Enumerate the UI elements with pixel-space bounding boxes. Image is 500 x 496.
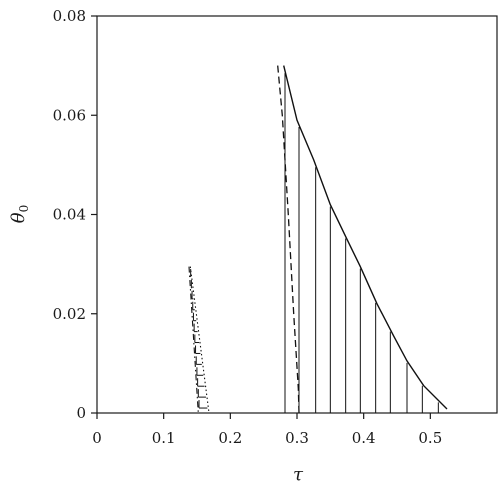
y-axis-label-main: θ — [8, 212, 29, 223]
x-tick-label: 0.2 — [218, 429, 242, 447]
y-tick-label: 0.08 — [53, 7, 86, 25]
x-tick-label: 0 — [92, 429, 102, 447]
y-tick-label: 0.02 — [53, 305, 86, 323]
series-line-dash-dot — [188, 266, 199, 414]
axes: 0 0.1 0.2 0.3 0.4 0.5 0 0.02 0.04 0.06 0.08 — [53, 7, 443, 447]
x-tick-label: 0.3 — [285, 429, 309, 447]
plot-frame — [96, 15, 498, 414]
series-line-solid — [283, 65, 448, 410]
x-tick-label: 0.5 — [418, 429, 442, 447]
series-layer — [188, 65, 448, 414]
plot-area — [96, 15, 498, 414]
y-axis-label: θ0 — [8, 205, 31, 223]
y-tick-label: 0 — [76, 404, 86, 422]
hatch-layer — [190, 73, 439, 413]
y-tick-label: 0.06 — [53, 106, 86, 124]
y-axis-label-subscript: 0 — [17, 205, 31, 213]
x-axis-label: τ — [293, 464, 304, 485]
series-line-dashed — [277, 65, 300, 414]
y-tick-label: 0.04 — [53, 206, 86, 224]
series-line-dotted-shaded-region — [189, 266, 210, 414]
x-tick-label: 0.1 — [152, 429, 176, 447]
x-tick-label: 0.4 — [352, 429, 376, 447]
